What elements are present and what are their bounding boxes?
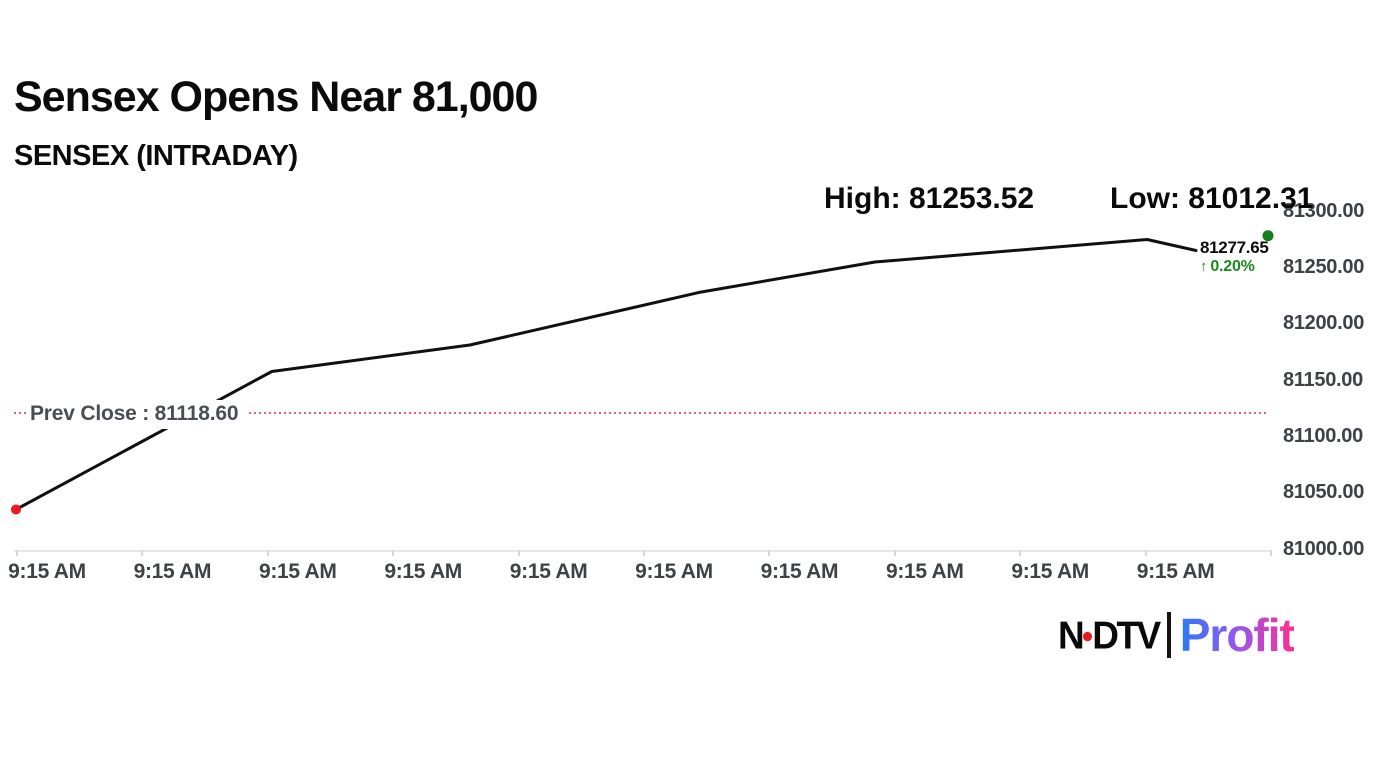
last-point-green-dot xyxy=(1262,230,1274,242)
y-tick-label: 81250.00 xyxy=(1283,255,1365,278)
x-axis-tick xyxy=(517,550,520,556)
last-quote-callout: 81277.65 ↑ 0.20% xyxy=(1200,238,1269,277)
high-value-label: High: 81253.52 xyxy=(824,182,1035,215)
up-arrow-icon: ↑ xyxy=(1200,258,1208,275)
logo-divider xyxy=(1166,612,1171,658)
y-tick-label: 81150.00 xyxy=(1283,368,1363,391)
y-tick-label: 81050.00 xyxy=(1283,481,1365,504)
y-tick-label: 81100.00 xyxy=(1283,424,1363,447)
x-tick-label: 9:15 AM xyxy=(384,560,463,583)
x-axis-tick xyxy=(643,550,645,556)
open-point-red-dot xyxy=(11,504,21,515)
x-axis-tick xyxy=(768,550,771,556)
chart-subtitle: SENSEX (INTRADAY) xyxy=(14,140,298,172)
x-tick-label: 9:15 AM xyxy=(885,560,964,583)
profit-wordmark: Profit xyxy=(1179,609,1295,661)
prev-close-dotted-line xyxy=(14,412,1268,414)
x-tick-label: 9:15 AM xyxy=(8,560,86,583)
change-percent: 0.20% xyxy=(1210,258,1255,275)
x-axis-tick xyxy=(16,550,18,556)
x-axis-tick xyxy=(141,550,144,556)
ndtv-wordmark: N DTV xyxy=(1058,613,1161,657)
x-tick-label: 9:15 AM xyxy=(1011,560,1090,583)
ndtv-red-dot-icon xyxy=(1083,631,1093,641)
x-axis-tick xyxy=(1270,550,1272,556)
ndtv-profit-logo: N DTV Profit xyxy=(1058,608,1295,662)
prev-close-label: Prev Close : 81118.60 xyxy=(26,400,249,429)
x-axis-tick xyxy=(1019,550,1022,556)
y-tick-label: 81300.00 xyxy=(1283,199,1365,222)
x-tick-label: 9:15 AM xyxy=(760,560,839,583)
y-tick-label: 81000.00 xyxy=(1283,537,1365,560)
x-tick-label: 9:15 AM xyxy=(509,560,588,583)
x-tick-label: 9:15 AM xyxy=(133,560,212,583)
x-tick-label: 9:15 AM xyxy=(258,560,337,583)
price-line xyxy=(14,238,1198,511)
x-axis-tick xyxy=(392,550,395,556)
x-axis-line xyxy=(14,550,1271,552)
last-price-value: 81277.65 xyxy=(1200,238,1269,257)
low-value-label: Low: 81012.31 xyxy=(1110,182,1314,215)
x-axis-tick xyxy=(266,550,269,556)
page-title: Sensex Opens Near 81,000 xyxy=(14,73,538,121)
x-tick-label: 9:15 AM xyxy=(635,560,713,583)
x-tick-label: 9:15 AM xyxy=(1136,560,1215,583)
y-tick-label: 81200.00 xyxy=(1283,312,1365,335)
x-axis-tick xyxy=(893,550,896,556)
x-axis-tick xyxy=(1144,550,1147,556)
last-change: ↑ 0.20% xyxy=(1200,257,1269,277)
